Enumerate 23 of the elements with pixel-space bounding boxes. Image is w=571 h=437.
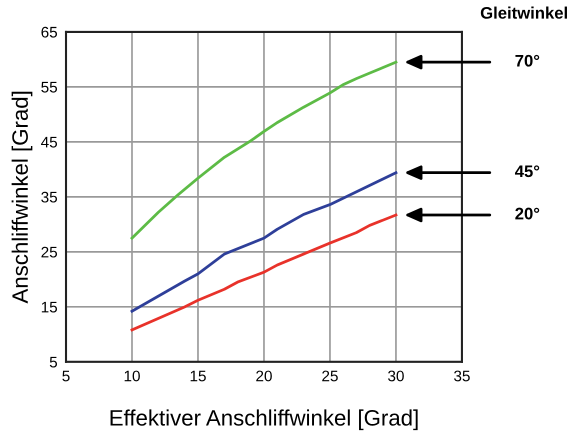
y-tick-label: 5 xyxy=(50,356,58,368)
y-tick-label: 15 xyxy=(42,302,58,313)
x-tick-label: 25 xyxy=(322,370,338,382)
x-tick-label: 20 xyxy=(256,370,272,382)
line-series xyxy=(130,214,398,332)
y-tick-label: 35 xyxy=(41,192,58,203)
y-axis-title: Anschliffwinkel [Grad] xyxy=(12,92,32,304)
text: 20° xyxy=(515,208,540,220)
x-tick-label: 10 xyxy=(124,370,140,382)
x-tick-label: 15 xyxy=(190,370,206,382)
text: 45° xyxy=(514,165,540,178)
x-tick-label: 35 xyxy=(454,370,470,382)
text: 70° xyxy=(515,54,540,67)
x-tick-label: 5 xyxy=(62,370,70,382)
y-tick-label: 65 xyxy=(41,26,58,38)
line-series xyxy=(130,60,398,240)
line-series xyxy=(130,171,398,313)
y-tick-label: 55 xyxy=(41,82,58,93)
x-tick-label: 30 xyxy=(388,370,404,382)
x-axis-title: Effektiver Anschliffwinkel [Grad] xyxy=(110,409,418,430)
y-tick-label: 45 xyxy=(41,136,58,148)
text: Gleitwinkel xyxy=(480,6,567,19)
y-tick-label: 25 xyxy=(41,246,58,258)
